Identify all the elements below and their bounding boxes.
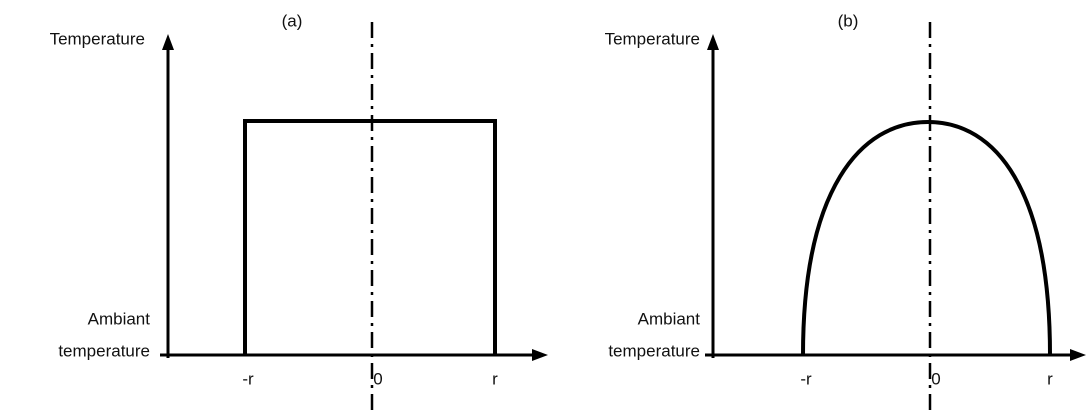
y-axis-label: Temperature (605, 29, 700, 48)
x-tick-label: r (492, 369, 498, 388)
panel-a: Temperature (a) Ambiant temperature -r 0… (50, 11, 548, 414)
arrow-head (162, 34, 174, 50)
arrow-head (1070, 349, 1086, 361)
arrow-head (532, 349, 548, 361)
y-axis-label: Temperature (50, 29, 145, 48)
temperature-profile (243, 119, 497, 355)
arrow-head (707, 34, 719, 50)
x-tick-label: -r (800, 369, 812, 388)
panel-b: Temperature (b) Ambiant temperature -r 0… (605, 11, 1086, 414)
baseline-label: Ambiant (638, 309, 701, 328)
baseline-label: temperature (608, 341, 700, 360)
x-tick-label: -r (242, 369, 254, 388)
x-tick-label: 0 (373, 369, 382, 388)
x-tick-label: 0 (931, 369, 940, 388)
panel-label: (b) (838, 11, 859, 30)
temperature-profile (801, 119, 1052, 356)
panel-label: (a) (282, 11, 303, 30)
x-tick-label: r (1047, 369, 1053, 388)
baseline-label: Ambiant (88, 309, 151, 328)
baseline-label: temperature (58, 341, 150, 360)
